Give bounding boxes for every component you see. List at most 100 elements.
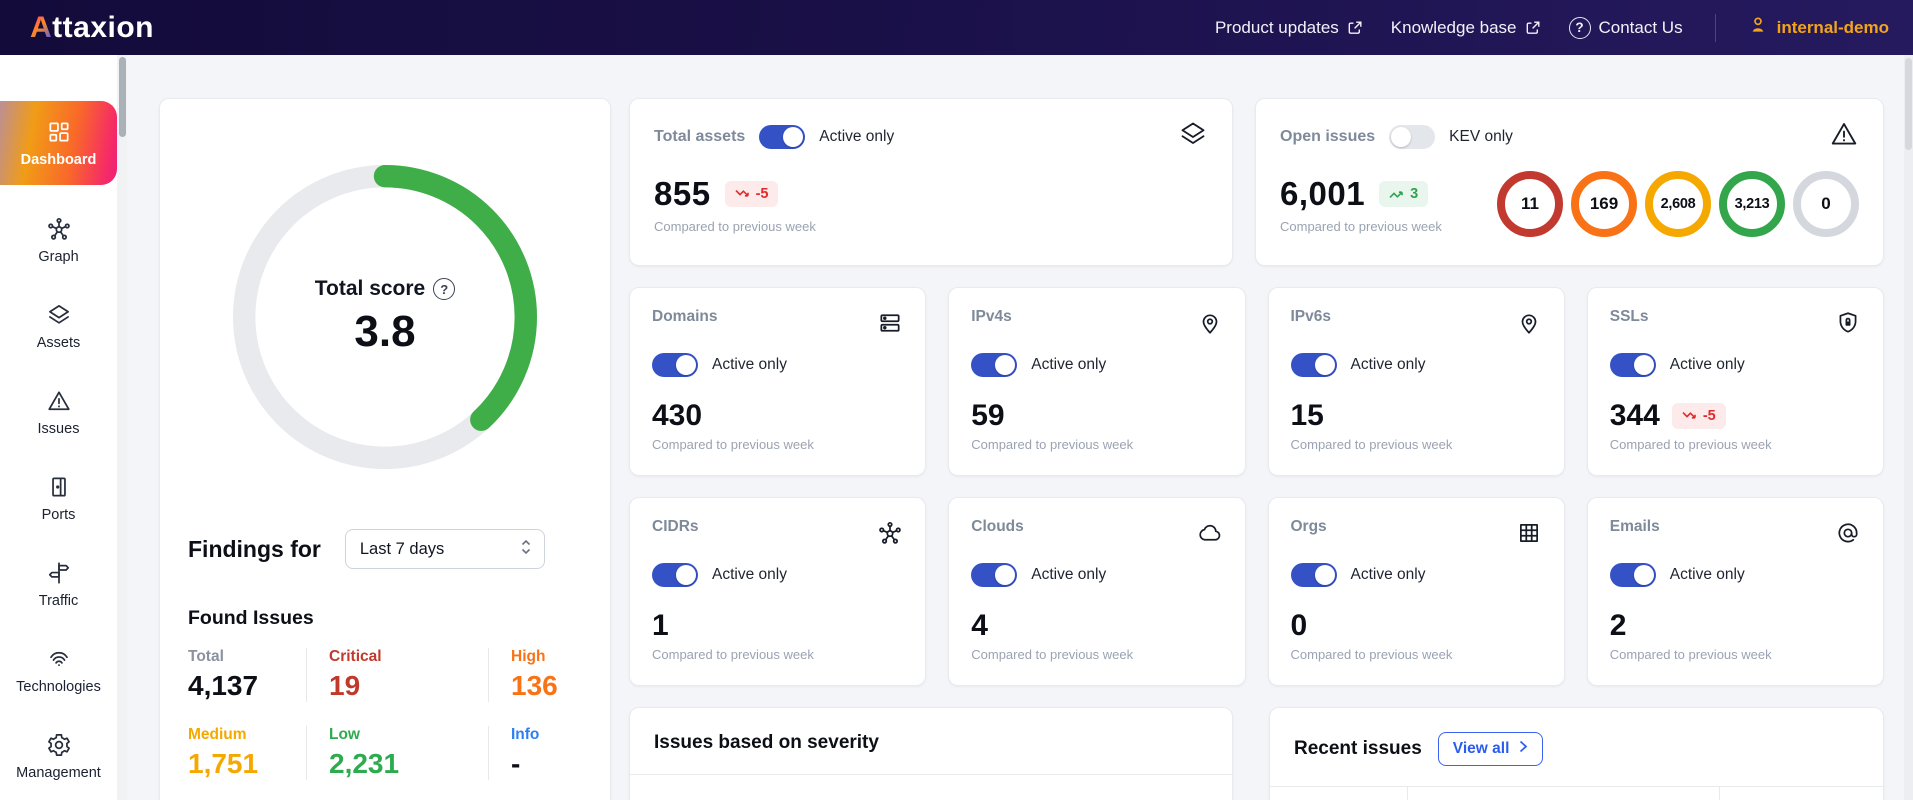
- external-link-icon: [1525, 20, 1541, 36]
- navbar-links: Product updates Knowledge base ? Contact…: [1215, 13, 1889, 42]
- total-assets-value: 855: [654, 175, 711, 212]
- fingerprint-icon: [46, 646, 72, 672]
- nav-product-updates-label: Product updates: [1214, 17, 1339, 37]
- emails-title: Emails: [1609, 518, 1660, 535]
- nav-knowledge-base[interactable]: Knowledge base: [1391, 18, 1541, 38]
- nav-contact-us-label: Contact Us: [1598, 17, 1683, 37]
- active-only-toggle[interactable]: [1609, 563, 1656, 587]
- severity-ring: 0: [1793, 170, 1859, 237]
- sidebar-item-label: Technologies: [16, 678, 101, 695]
- active-only-toggle[interactable]: [1290, 563, 1337, 587]
- orgs-title: Orgs: [1290, 518, 1327, 535]
- kev-only-toggle[interactable]: [1389, 124, 1436, 149]
- ssls-delta-badge: -5: [1671, 403, 1726, 429]
- emails-value: 2: [1609, 609, 1627, 642]
- gear-icon: [46, 732, 72, 758]
- map-pin-icon: [1197, 310, 1223, 341]
- active-only-toggle[interactable]: [652, 563, 698, 587]
- stat-value: -: [511, 748, 521, 779]
- stat-label: Medium: [188, 726, 247, 743]
- active-only-toggle[interactable]: [652, 353, 698, 377]
- active-only-label: Active only: [1031, 356, 1107, 373]
- ipv4s-title: IPv4s: [971, 308, 1012, 325]
- content-scrollbar[interactable]: [117, 55, 127, 800]
- orgs-value: 0: [1290, 609, 1308, 642]
- orgs-compare-label: Compared to previous week: [1290, 647, 1453, 662]
- cidrs-card: CIDRs Active only 1 Compared to previous…: [629, 497, 927, 686]
- active-only-toggle[interactable]: [759, 124, 806, 149]
- domains-value: 430: [652, 399, 703, 432]
- emails-compare-label: Compared to previous week: [1609, 647, 1772, 662]
- nav-contact-us[interactable]: ? Contact Us: [1568, 16, 1683, 39]
- severity-ring: 11: [1497, 170, 1563, 237]
- domains-card: Domains Active only 430 Compared to prev…: [629, 287, 927, 476]
- building-icon: [1516, 520, 1542, 551]
- open-issues-value: 6,001: [1280, 175, 1366, 212]
- dashboard-grid-icon: [46, 119, 72, 145]
- ssls-value: 344: [1609, 399, 1660, 432]
- found-issues-stats: Total 4,137 Critical 19 High 136 Medium 1,751 Lo…: [188, 648, 582, 780]
- sidebar-item-label: Ports: [41, 506, 76, 523]
- total-score-label: Total score: [314, 277, 426, 300]
- orgs-card: Orgs Active only 0 Compared to previous …: [1267, 497, 1565, 686]
- logo-letter-a: A: [30, 10, 53, 44]
- account-menu[interactable]: internal-demo: [1748, 15, 1889, 40]
- map-pin-icon: [1516, 310, 1542, 341]
- active-only-toggle[interactable]: [1290, 353, 1337, 377]
- table-column: [1270, 787, 1407, 800]
- table-column: [1407, 787, 1719, 800]
- active-only-toggle[interactable]: [971, 353, 1018, 377]
- sidebar-item-ports[interactable]: Ports: [0, 455, 117, 541]
- active-only-label: Active only: [1350, 356, 1426, 373]
- chevron-right-icon: [1519, 740, 1528, 758]
- total-assets-title: Total assets: [654, 127, 746, 145]
- sidebar-item-graph[interactable]: Graph: [0, 197, 117, 283]
- ipv4s-card: IPv4s Active only 59 Compared to previou…: [948, 287, 1246, 476]
- window-scrollbar-thumb[interactable]: [1905, 58, 1912, 150]
- nav-product-updates[interactable]: Product updates: [1215, 18, 1363, 38]
- sidebar-item-management[interactable]: Management: [0, 713, 117, 799]
- view-all-button[interactable]: View all: [1437, 732, 1544, 766]
- ssls-card: SSLs Active only 344 -5 Compared to prev…: [1586, 287, 1884, 476]
- sidebar-item-dashboard[interactable]: Dashboard: [0, 101, 117, 185]
- range-selected-value: Last 7 days: [359, 539, 445, 558]
- stat-value: 1,751: [188, 748, 259, 779]
- select-stepper-icon: [520, 538, 532, 561]
- total-score-gauge: Total score ? 3.8: [225, 157, 545, 477]
- card-divider: [630, 774, 1232, 775]
- total-assets-delta-badge: -5: [724, 181, 779, 207]
- ssls-title: SSLs: [1609, 308, 1649, 325]
- findings-range-select[interactable]: Last 7 days: [344, 529, 545, 569]
- stat-total: Total 4,137: [188, 648, 306, 702]
- active-only-toggle[interactable]: [1609, 353, 1656, 377]
- stat-low: Low 2,231: [306, 726, 488, 780]
- external-link-icon: [1347, 20, 1363, 36]
- kev-only-label: KEV only: [1449, 127, 1513, 145]
- content-scrollbar-thumb[interactable]: [118, 57, 126, 137]
- severity-ring: 169: [1571, 170, 1637, 237]
- ipv4s-value: 59: [971, 399, 1005, 432]
- recent-issues-title: Recent issues: [1294, 738, 1422, 759]
- sidebar-item-assets[interactable]: Assets: [0, 283, 117, 369]
- sidebar-item-technologies[interactable]: Technologies: [0, 627, 117, 713]
- active-only-label: Active only: [1669, 566, 1745, 583]
- sidebar-item-issues[interactable]: Issues: [0, 369, 117, 455]
- main-content: Total score ? 3.8 Findings for Last 7 da…: [127, 55, 1904, 800]
- sidebar-item-label: Management: [16, 764, 101, 781]
- stat-label: Critical: [329, 648, 382, 665]
- warning-triangle-icon: [46, 388, 72, 414]
- active-only-toggle[interactable]: [971, 563, 1018, 587]
- account-name: internal-demo: [1776, 17, 1889, 37]
- help-icon[interactable]: ?: [433, 278, 456, 300]
- cidrs-value: 1: [652, 609, 669, 642]
- graph-network-icon: [46, 216, 72, 242]
- stat-label: Low: [329, 726, 360, 743]
- findings-for-heading: Findings for: [188, 535, 321, 562]
- active-only-label: Active only: [1669, 356, 1745, 373]
- window-scrollbar[interactable]: [1904, 55, 1913, 800]
- open-issues-card: Open issues KEV only 6,001 3: [1255, 98, 1884, 266]
- clouds-card: Clouds Active only 4 Compared to previou…: [948, 497, 1246, 686]
- stat-info: Info -: [488, 726, 582, 780]
- sidebar-item-traffic[interactable]: Traffic: [0, 541, 117, 627]
